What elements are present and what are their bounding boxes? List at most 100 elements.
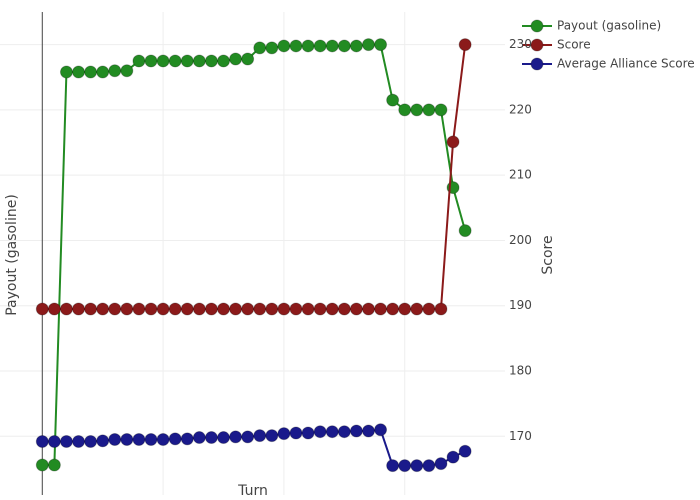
- data-point: [144, 302, 158, 316]
- data-point: [84, 65, 98, 79]
- data-point: [120, 302, 134, 316]
- data-point: [35, 434, 49, 448]
- data-point: [410, 103, 424, 117]
- data-point: [386, 459, 400, 473]
- data-point: [229, 430, 243, 444]
- data-point: [59, 434, 73, 448]
- data-point: [241, 52, 255, 66]
- data-point: [422, 302, 436, 316]
- legend-marker: [530, 19, 544, 33]
- data-point: [192, 54, 206, 68]
- data-point: [361, 302, 375, 316]
- data-point: [313, 39, 327, 53]
- data-point: [132, 54, 146, 68]
- data-point: [47, 458, 61, 472]
- data-point: [422, 459, 436, 473]
- data-point: [265, 302, 279, 316]
- data-point: [386, 93, 400, 107]
- data-point: [168, 432, 182, 446]
- data-point: [458, 224, 472, 238]
- data-point: [47, 302, 61, 316]
- data-point: [398, 302, 412, 316]
- data-point: [120, 433, 134, 447]
- data-point: [374, 423, 388, 437]
- data-point: [168, 54, 182, 68]
- data-point: [120, 64, 134, 78]
- data-point: [108, 433, 122, 447]
- legend: Payout (gasoline) Score Average Alliance S…: [516, 14, 700, 76]
- data-point: [265, 429, 279, 443]
- data-point: [289, 426, 303, 440]
- data-point: [229, 52, 243, 66]
- data-point: [180, 432, 194, 446]
- data-point: [229, 302, 243, 316]
- data-point: [204, 431, 218, 445]
- legend-label: Average Alliance Score: [557, 57, 695, 71]
- data-point: [434, 103, 448, 117]
- data-point: [374, 38, 388, 52]
- data-point: [337, 425, 351, 439]
- data-point: [144, 433, 158, 447]
- data-point: [410, 302, 424, 316]
- y-axis-title: Payout (gasoline): [4, 194, 20, 316]
- data-point: [84, 302, 98, 316]
- data-point: [156, 433, 170, 447]
- data-point: [241, 430, 255, 444]
- data-point: [180, 302, 194, 316]
- data-point: [253, 429, 267, 443]
- data-point: [277, 302, 291, 316]
- data-point: [325, 425, 339, 439]
- data-point: [72, 65, 86, 79]
- data-point: [398, 103, 412, 117]
- data-point: [204, 302, 218, 316]
- data-point: [35, 458, 49, 472]
- data-point: [72, 434, 86, 448]
- data-point: [132, 302, 146, 316]
- data-point: [301, 302, 315, 316]
- data-point: [253, 41, 267, 55]
- data-point: [96, 65, 110, 79]
- data-point: [349, 424, 363, 438]
- plot: [35, 38, 472, 473]
- legend-label: Payout (gasoline): [557, 19, 661, 33]
- grid: [0, 12, 505, 495]
- data-point: [217, 431, 231, 445]
- legend-marker: [530, 57, 544, 71]
- data-point: [108, 302, 122, 316]
- data-point: [289, 39, 303, 53]
- y2-tick-label: 170: [509, 429, 532, 443]
- data-point: [217, 54, 231, 68]
- data-point: [458, 444, 472, 458]
- data-point: [84, 434, 98, 448]
- data-point: [434, 302, 448, 316]
- data-point: [265, 41, 279, 55]
- data-point: [241, 302, 255, 316]
- data-point: [108, 64, 122, 78]
- data-point: [277, 39, 291, 53]
- data-point: [325, 302, 339, 316]
- data-point: [325, 39, 339, 53]
- data-point: [313, 302, 327, 316]
- data-point: [217, 302, 231, 316]
- data-point: [410, 459, 424, 473]
- data-point: [168, 302, 182, 316]
- data-point: [337, 302, 351, 316]
- legend-label: Score: [557, 38, 591, 52]
- y2-tick-label: 200: [509, 233, 532, 247]
- data-point: [96, 434, 110, 448]
- data-point: [204, 54, 218, 68]
- data-point: [398, 459, 412, 473]
- y2-axis-title: Score: [540, 235, 556, 274]
- data-point: [386, 302, 400, 316]
- data-point: [59, 65, 73, 79]
- data-point: [156, 54, 170, 68]
- y2-tick-label: 210: [509, 168, 532, 182]
- data-point: [374, 302, 388, 316]
- data-point: [361, 38, 375, 52]
- data-point: [192, 302, 206, 316]
- y2-tick-label: 190: [509, 298, 532, 312]
- data-point: [132, 433, 146, 447]
- data-point: [301, 426, 315, 440]
- data-point: [180, 54, 194, 68]
